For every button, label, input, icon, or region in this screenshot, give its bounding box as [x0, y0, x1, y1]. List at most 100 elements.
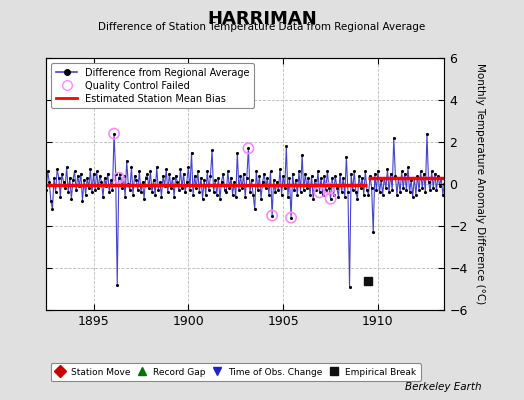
Point [39, 191, 47, 198]
Point [130, 172, 139, 179]
Point [271, 189, 279, 196]
Point [372, 187, 380, 194]
Point [134, 187, 142, 194]
Point [32, 158, 41, 164]
Point [314, 168, 322, 174]
Point [355, 172, 363, 179]
Point [279, 172, 287, 179]
Point [283, 193, 292, 200]
Point [171, 172, 180, 179]
Point [148, 189, 156, 196]
Point [435, 183, 444, 189]
Point [42, 187, 50, 194]
Point [306, 191, 314, 198]
Point [34, 170, 42, 177]
Point [83, 174, 91, 181]
Text: Difference of Station Temperature Data from Regional Average: Difference of Station Temperature Data f… [99, 22, 425, 32]
Point [121, 193, 129, 200]
Point [47, 198, 55, 204]
Point [418, 185, 427, 191]
Point [312, 187, 321, 194]
Point [219, 170, 227, 177]
Point [70, 168, 79, 174]
Point [263, 174, 271, 181]
Point [195, 189, 204, 196]
Point [297, 189, 305, 196]
Point [334, 193, 343, 200]
Point [255, 172, 264, 179]
Point [369, 229, 377, 236]
Point [80, 177, 88, 183]
Point [113, 282, 122, 288]
Text: HARRIMAN: HARRIMAN [207, 10, 317, 28]
Point [315, 189, 324, 196]
Point [366, 172, 374, 179]
Point [84, 185, 93, 191]
Point [214, 174, 223, 181]
Point [205, 187, 213, 194]
Point [347, 170, 355, 177]
Point [88, 189, 96, 196]
Point [110, 130, 118, 137]
Point [244, 145, 253, 152]
Point [304, 174, 313, 181]
Point [250, 206, 259, 212]
Point [388, 187, 396, 194]
Point [189, 191, 197, 198]
Point [269, 177, 278, 183]
Point [311, 177, 319, 183]
Point [420, 170, 428, 177]
Point [396, 189, 405, 196]
Point [295, 168, 303, 174]
Point [185, 187, 194, 194]
Point [59, 179, 68, 185]
Point [374, 168, 382, 174]
Point [319, 191, 327, 198]
Point [138, 179, 147, 185]
Point [254, 187, 262, 194]
Point [197, 174, 205, 181]
Point [216, 196, 224, 202]
Point [258, 179, 267, 185]
Point [206, 172, 215, 179]
Point [210, 189, 218, 196]
Point [322, 187, 330, 194]
Point [434, 172, 442, 179]
Point [233, 149, 242, 156]
Point [107, 177, 115, 183]
Point [261, 185, 270, 191]
Point [320, 172, 329, 179]
Point [439, 191, 447, 198]
Point [317, 174, 325, 181]
Point [190, 172, 199, 179]
Point [361, 168, 369, 174]
Point [385, 189, 393, 196]
Point [230, 179, 238, 185]
Point [123, 158, 131, 164]
Point [336, 170, 344, 177]
Point [221, 187, 229, 194]
Point [119, 172, 128, 179]
Point [101, 174, 109, 181]
Point [181, 189, 189, 196]
Point [337, 189, 346, 196]
Point [203, 168, 212, 174]
Point [287, 214, 295, 221]
Point [236, 172, 245, 179]
Point [112, 170, 120, 177]
Point [61, 185, 69, 191]
Point [51, 189, 60, 196]
Point [151, 191, 159, 198]
Point [167, 185, 175, 191]
Point [389, 134, 398, 141]
Point [398, 168, 406, 174]
Point [108, 187, 117, 194]
Point [415, 187, 423, 194]
Point [272, 179, 281, 185]
Point [160, 183, 169, 189]
Point [124, 181, 133, 187]
Point [378, 191, 387, 198]
Point [301, 170, 310, 177]
Point [303, 185, 311, 191]
Point [326, 196, 335, 202]
